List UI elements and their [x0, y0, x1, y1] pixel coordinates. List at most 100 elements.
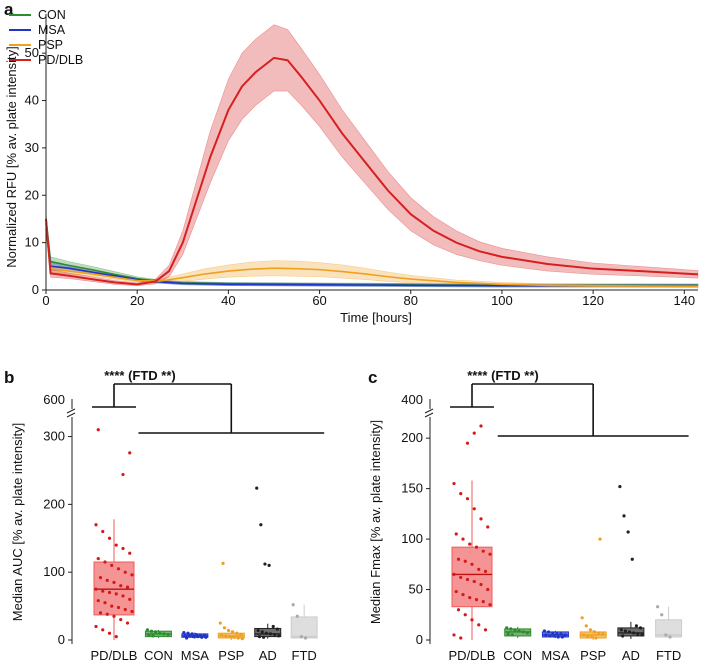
c-plot-y-tick-label: 100 — [401, 531, 423, 546]
data-point-con — [147, 633, 151, 637]
data-point-con — [154, 630, 158, 634]
data-point-pd-dlb — [98, 611, 103, 615]
data-point-pd-dlb — [472, 507, 476, 511]
data-point-psp — [222, 626, 227, 630]
data-point-pd-dlb — [105, 612, 109, 616]
data-point-ftd — [299, 635, 304, 639]
data-point-pd-dlb — [465, 577, 470, 582]
category-label-pd-dlb: PD/DLB — [449, 648, 496, 663]
data-point-pd-dlb — [468, 596, 472, 600]
data-point-con — [521, 630, 525, 634]
data-point-pd-dlb — [121, 472, 125, 477]
data-point-ad — [260, 630, 264, 634]
data-point-ad — [277, 634, 281, 638]
data-point-msa — [187, 634, 191, 638]
panel-a-x-tick-label: 80 — [404, 293, 418, 308]
data-point-ad — [267, 563, 271, 568]
data-point-pd-dlb — [463, 613, 467, 617]
data-point-ftd — [660, 613, 664, 617]
data-point-psp — [590, 635, 594, 639]
data-point-ad — [619, 628, 623, 632]
data-point-psp — [218, 621, 222, 625]
data-point-pd-dlb — [116, 567, 121, 571]
data-point-msa — [191, 635, 196, 639]
data-point-ad — [256, 628, 260, 633]
panel-a-series-lines — [45, 56, 699, 288]
data-point-pd-dlb — [107, 536, 112, 540]
data-point-ad — [634, 624, 638, 628]
panel-a-x-tick-label: 140 — [673, 293, 695, 308]
data-point-pd-dlb — [481, 549, 485, 553]
box-pd-dlb — [451, 546, 493, 608]
data-point-con — [166, 632, 170, 637]
panel-b-y-axis-label: Median AUC [% av. plate intensity] — [10, 423, 25, 621]
data-point-pd-dlb — [456, 557, 461, 561]
data-point-psp — [240, 637, 244, 641]
data-point-pd-dlb — [486, 525, 490, 529]
data-point-pd-dlb — [110, 563, 114, 568]
data-point-ad — [636, 632, 640, 636]
panel-a-x-tick-label: 20 — [130, 293, 144, 308]
data-point-pd-dlb — [454, 532, 458, 536]
data-point-pd-dlb — [488, 603, 492, 607]
panel-a-y-tick-label: 50 — [25, 45, 39, 60]
data-point-pd-dlb — [472, 431, 476, 435]
data-point-pd-dlb — [488, 552, 492, 556]
data-point-pd-dlb — [461, 592, 465, 597]
data-point-pd-dlb — [461, 537, 465, 541]
c-plot-y-tick-label: 200 — [401, 430, 423, 445]
data-point-pd-dlb — [128, 551, 132, 555]
panel-c-boxplot: 400 0 50 100 150 200 PD/DLB CON MSA PSP AD FTD — [401, 383, 689, 663]
category-label-msa: MSA — [181, 648, 210, 663]
category-label-con: CON — [503, 648, 532, 663]
data-point-pd-dlb — [123, 570, 127, 574]
data-point-msa — [186, 631, 190, 635]
data-point-ad — [626, 530, 630, 534]
panel-a-x-tick-label: 40 — [221, 293, 235, 308]
data-point-pd-dlb — [463, 559, 467, 563]
data-point-pd-dlb — [472, 579, 476, 584]
data-point-pd-dlb — [96, 428, 100, 432]
data-point-psp — [231, 630, 235, 634]
data-point-ad — [632, 631, 636, 635]
data-point-pd-dlb — [483, 628, 488, 632]
data-point-pd-dlb — [452, 633, 456, 637]
data-point-psp — [584, 624, 588, 628]
data-point-psp — [580, 616, 584, 620]
data-point-ad — [255, 486, 259, 490]
data-point-ftd — [291, 603, 295, 607]
data-point-pd-dlb — [121, 594, 125, 598]
c-plot-y-tick-label: 150 — [401, 481, 423, 496]
data-point-pd-dlb — [456, 608, 461, 612]
data-point-msa — [555, 632, 559, 636]
data-point-ad — [263, 562, 267, 566]
series-line-psp — [45, 228, 699, 288]
legend-label-msa: MSA — [38, 23, 66, 37]
data-point-msa — [559, 632, 563, 636]
data-point-pd-dlb — [452, 481, 456, 486]
data-point-con — [151, 634, 155, 638]
data-point-ad — [621, 634, 625, 638]
data-point-con — [145, 628, 150, 632]
panel-b-letter: b — [4, 368, 14, 387]
panel-a-x-axis-label: Time [hours] — [340, 310, 412, 325]
data-point-ftd — [668, 635, 672, 639]
data-point-msa — [196, 635, 200, 639]
data-point-ad — [618, 484, 622, 489]
legend-label-psp: PSP — [38, 38, 63, 52]
data-point-ad — [268, 632, 273, 636]
data-point-con — [149, 629, 154, 633]
b-plot-axis-break — [66, 408, 76, 414]
b-plot-y-tick-label: 200 — [43, 496, 65, 511]
data-point-msa — [552, 634, 556, 638]
data-point-msa — [182, 630, 186, 635]
data-point-pd-dlb — [483, 569, 488, 573]
data-point-ad — [273, 632, 277, 637]
data-point-msa — [563, 633, 567, 637]
data-point-psp — [588, 628, 593, 632]
data-point-pd-dlb — [481, 600, 485, 604]
panel-a-confidence-bands — [45, 24, 699, 288]
data-point-pd-dlb — [94, 587, 98, 591]
data-point-pd-dlb — [479, 582, 483, 587]
panel-a-x-tick-label: 0 — [42, 293, 49, 308]
